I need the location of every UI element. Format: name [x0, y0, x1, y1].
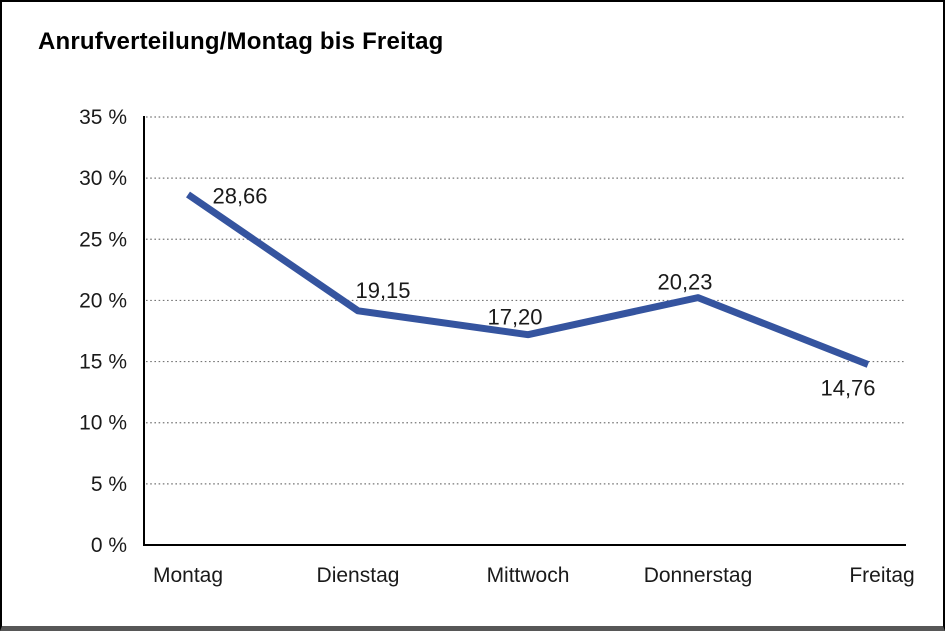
data-point-label: 17,20 [487, 305, 542, 330]
x-category-label: Freitag [849, 564, 914, 587]
y-tick-label: 30 % [79, 167, 127, 190]
y-tick-label: 0 % [91, 534, 127, 557]
y-tick-label: 15 % [79, 351, 127, 374]
y-tick-label: 5 % [91, 473, 127, 496]
y-tick-label: 20 % [79, 289, 127, 312]
x-category-label: Donnerstag [644, 564, 753, 587]
series-line [186, 191, 870, 368]
data-point-label: 20,23 [657, 270, 712, 295]
x-category-label: Dienstag [317, 564, 400, 587]
x-category-label: Mittwoch [487, 564, 570, 587]
y-tick-label: 10 % [79, 412, 127, 435]
y-tick-label: 35 % [79, 106, 127, 129]
data-point-label: 19,15 [355, 278, 410, 303]
x-category-label: Montag [153, 564, 223, 587]
chart-title: Anrufverteilung/Montag bis Freitag [38, 28, 444, 55]
y-tick-label: 25 % [79, 228, 127, 251]
data-point-label: 14,76 [820, 376, 875, 401]
data-point-label: 28,66 [212, 184, 267, 209]
